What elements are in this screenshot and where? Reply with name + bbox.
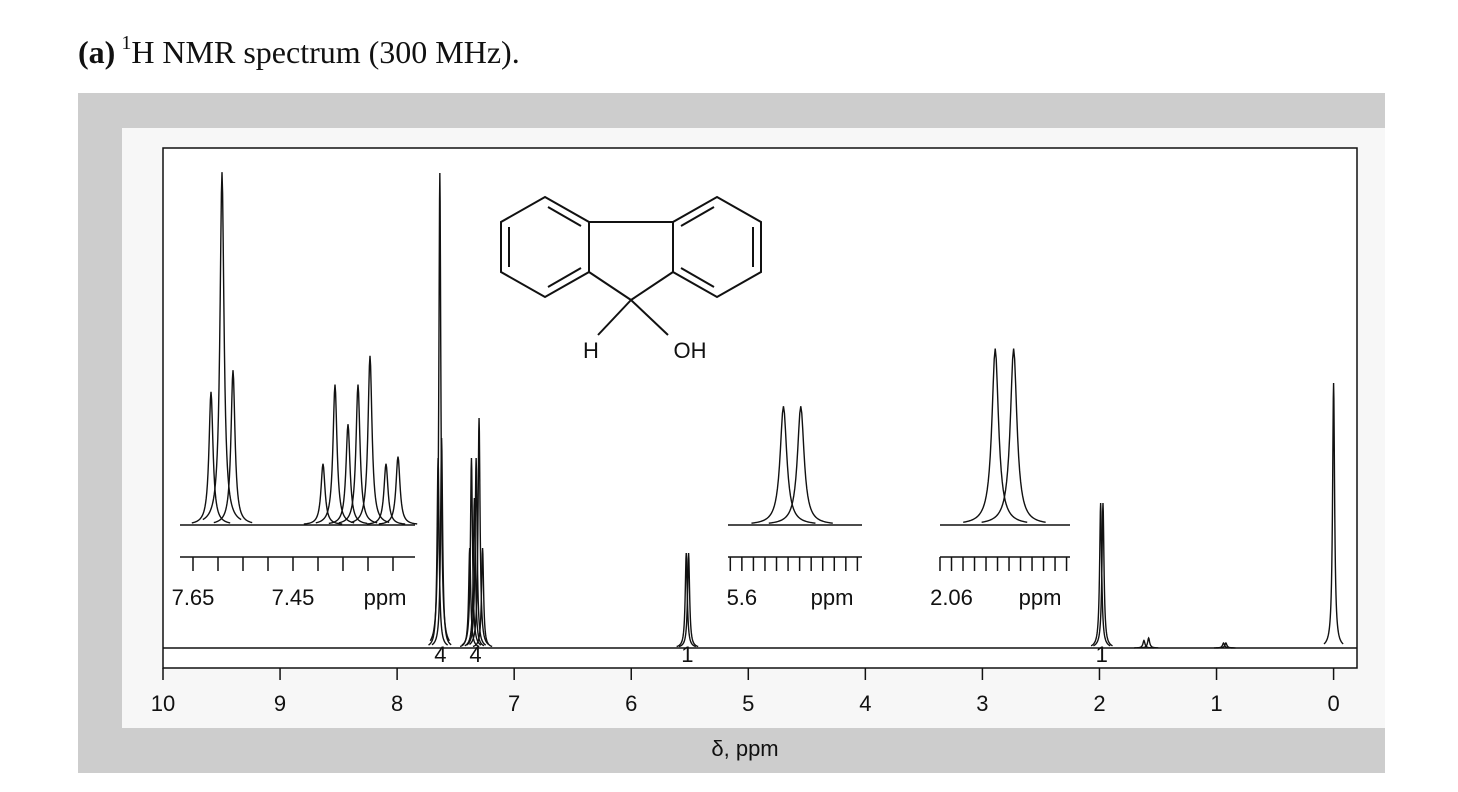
- molecule: [500, 195, 762, 336]
- x-tick-label: 7: [508, 691, 520, 716]
- x-tick-label: 3: [976, 691, 988, 716]
- peak: [315, 384, 355, 524]
- peak: [1216, 642, 1236, 649]
- peak: [1134, 639, 1154, 649]
- double-bond: [680, 267, 715, 288]
- x-tick-label: 2: [1093, 691, 1105, 716]
- peak: [338, 384, 378, 524]
- peak: [378, 456, 418, 525]
- x-tick-label: 6: [625, 691, 637, 716]
- double-bond: [680, 206, 715, 227]
- bond: [588, 271, 632, 301]
- peak: [431, 437, 452, 646]
- x-tick-label: 10: [151, 691, 175, 716]
- peak: [472, 547, 493, 648]
- inset-axis-label: ppm: [364, 585, 407, 610]
- bond: [630, 271, 674, 301]
- peak: [1139, 636, 1159, 649]
- peak: [191, 391, 231, 524]
- x-tick-label: 0: [1327, 691, 1339, 716]
- x-tick-label: 8: [391, 691, 403, 716]
- peak: [678, 552, 699, 648]
- peak: [981, 348, 1046, 523]
- integral-label: 1: [681, 642, 693, 667]
- double-bond: [547, 206, 582, 227]
- atom-label: OH: [674, 338, 707, 363]
- peak: [1090, 502, 1111, 647]
- figure-title: (a) 1H NMR spectrum (300 MHz).: [78, 32, 520, 71]
- integral-label: 4: [434, 642, 446, 667]
- title-superscript: 1: [121, 32, 131, 54]
- peak: [768, 406, 833, 524]
- integral-label: 4: [469, 642, 481, 667]
- bond: [630, 299, 669, 336]
- peak: [464, 497, 485, 647]
- inset-tick-label: 2.06: [930, 585, 973, 610]
- integral-label: 1: [1096, 642, 1108, 667]
- peak: [466, 457, 487, 646]
- inset-tick-label: 7.65: [172, 585, 215, 610]
- double-bond: [547, 267, 582, 288]
- peak: [676, 552, 697, 648]
- x-tick-label: 4: [859, 691, 871, 716]
- peak: [350, 355, 390, 524]
- peak: [202, 172, 242, 521]
- peak: [1093, 502, 1113, 647]
- peak: [303, 463, 343, 525]
- peak: [1323, 382, 1344, 645]
- inset-tick-label: 5.6: [727, 585, 758, 610]
- peak: [366, 463, 406, 525]
- peak: [751, 406, 816, 524]
- peak: [328, 424, 368, 525]
- x-tick-label: 1: [1210, 691, 1222, 716]
- peak: [213, 370, 253, 524]
- panel-label: (a): [78, 34, 115, 70]
- title-text: H NMR spectrum (300 MHz).: [131, 34, 519, 70]
- inset-axis-label: ppm: [1019, 585, 1062, 610]
- inset-axis-label: ppm: [811, 585, 854, 610]
- inset-tick-label: 7.45: [272, 585, 315, 610]
- bond: [597, 299, 632, 336]
- peak: [963, 348, 1028, 523]
- x-tick-label: 9: [274, 691, 286, 716]
- atom-label: H: [583, 338, 599, 363]
- x-axis-label: δ, ppm: [711, 736, 778, 761]
- x-tick-label: 5: [742, 691, 754, 716]
- peak: [469, 417, 490, 646]
